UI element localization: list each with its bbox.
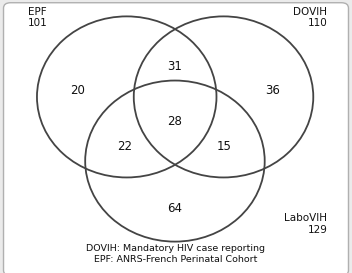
Text: 28: 28 — [168, 115, 182, 128]
Text: EPF
101: EPF 101 — [28, 7, 48, 28]
Text: DOVIH: Mandatory HIV case reporting: DOVIH: Mandatory HIV case reporting — [87, 244, 265, 253]
Text: 31: 31 — [168, 60, 182, 73]
Text: 22: 22 — [118, 140, 132, 153]
Text: 15: 15 — [217, 140, 232, 153]
FancyBboxPatch shape — [4, 3, 348, 273]
Text: 64: 64 — [168, 202, 182, 215]
Text: 36: 36 — [265, 84, 280, 97]
Text: DOVIH
110: DOVIH 110 — [293, 7, 327, 28]
Text: EPF: ANRS-French Perinatal Cohort: EPF: ANRS-French Perinatal Cohort — [94, 255, 258, 264]
Text: LaboVIH
129: LaboVIH 129 — [284, 213, 327, 235]
Text: 20: 20 — [70, 84, 85, 97]
